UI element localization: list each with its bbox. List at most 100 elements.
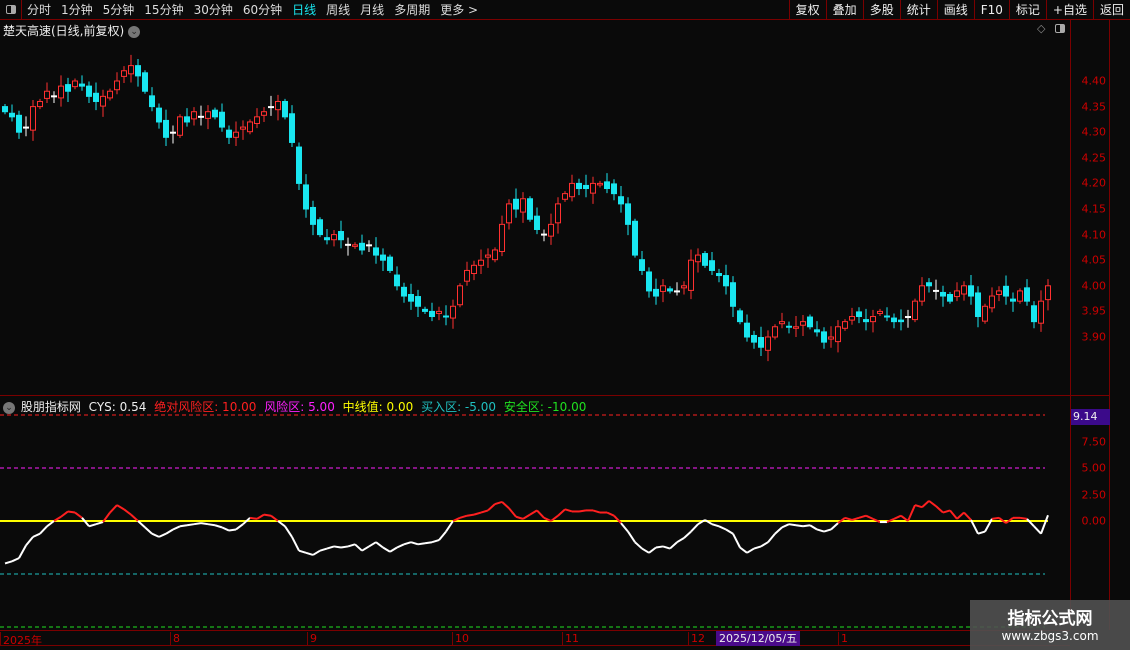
cys-line-segment <box>564 508 573 513</box>
candle-body <box>240 126 246 130</box>
cys-line-segment <box>578 509 587 513</box>
candle-body <box>30 106 36 131</box>
layout-toggle-icon[interactable] <box>0 0 22 20</box>
price-tick: 4.05 <box>1081 253 1107 267</box>
candle-body <box>751 334 757 343</box>
cys-line-segment <box>403 541 412 546</box>
diamond-icon[interactable]: ◇ <box>1037 22 1046 35</box>
cys-line-segment <box>480 509 489 514</box>
tab-6[interactable]: 日线 <box>292 3 317 17</box>
cys-line-segment <box>704 519 713 526</box>
toolbar-button-3[interactable]: 统计 <box>899 0 937 20</box>
candle-body <box>415 296 421 307</box>
indicator-title: ⌄ 股朋指标网 CYS: 0.54 绝对风险区: 10.00 风险区: 5.00… <box>3 398 590 415</box>
tab-8[interactable]: 月线 <box>360 3 385 17</box>
cys-line-segment <box>375 541 384 549</box>
selected-date: 2025/12/05/五 <box>716 631 801 646</box>
cys-line-segment <box>900 514 909 522</box>
cys-line-segment <box>424 541 433 545</box>
cys-line-segment <box>725 528 734 535</box>
cys-line-segment <box>718 525 727 531</box>
candle-body <box>345 243 351 246</box>
tab-0[interactable]: 分时 <box>27 3 52 17</box>
cys-line-segment <box>886 517 895 523</box>
cys-line-segment <box>445 520 454 533</box>
tab-1[interactable]: 1分钟 <box>61 3 93 17</box>
cys-line-segment <box>914 504 923 509</box>
toolbar-button-6[interactable]: 标记 <box>1008 0 1046 20</box>
tab-3[interactable]: 15分钟 <box>144 3 184 17</box>
cys-line-segment <box>683 530 692 539</box>
toolbar-button-2[interactable]: 多股 <box>862 0 900 20</box>
cys-line-segment <box>67 510 76 514</box>
tab-7[interactable]: 周线 <box>326 3 351 17</box>
cys-line-segment <box>536 509 545 519</box>
cys-line-segment <box>46 520 55 528</box>
candle-body <box>583 184 589 190</box>
candle-body <box>254 116 260 124</box>
candle-body <box>247 121 253 133</box>
candle-body <box>499 223 505 252</box>
watermark: 指标公式网 www.zbgs3.com <box>970 600 1130 650</box>
cys-line-segment <box>655 545 664 549</box>
candlestick-chart[interactable] <box>0 0 1070 630</box>
cys-line-segment <box>1005 517 1014 524</box>
candle-body <box>79 83 85 87</box>
toolbar-button-0[interactable]: 复权 <box>788 0 826 20</box>
cys-line-segment <box>809 524 818 531</box>
cys-line-segment <box>676 537 685 544</box>
chevron-down-icon[interactable]: ⌄ <box>3 401 15 414</box>
cys-line-segment <box>39 525 48 535</box>
candle-body <box>212 109 218 118</box>
candle-body <box>856 311 862 318</box>
candle-body <box>1045 285 1051 301</box>
cys-line-segment <box>102 511 111 523</box>
candle-body <box>401 286 407 297</box>
candle-body <box>954 290 960 298</box>
cys-line-segment <box>32 532 41 538</box>
chevron-down-icon[interactable]: ⌄ <box>128 25 141 38</box>
cys-line-segment <box>697 519 706 526</box>
candle-body <box>996 290 1002 296</box>
candle-body <box>842 321 848 329</box>
candle-body <box>926 282 932 287</box>
cys-line-segment <box>774 526 783 535</box>
candle-body <box>905 316 911 319</box>
risk-label: 风险区: 5.00 <box>264 400 335 414</box>
cys-line-segment <box>851 516 860 521</box>
candle-body <box>758 337 764 348</box>
panel-toggle-icon[interactable] <box>1055 24 1065 33</box>
tab-5[interactable]: 60分钟 <box>242 3 283 17</box>
candle-body <box>352 244 358 247</box>
cys-line-segment <box>74 511 83 519</box>
toolbar-button-4[interactable]: 画线 <box>936 0 974 20</box>
candle-body <box>653 288 659 297</box>
toolbar-button-8[interactable]: 返回 <box>1092 0 1130 20</box>
candle-body <box>485 254 491 258</box>
candle-body <box>65 84 71 92</box>
cys-line-segment <box>410 541 419 546</box>
cys-line-segment <box>256 513 265 520</box>
candle-body <box>226 129 232 138</box>
toolbar-button-7[interactable]: +自选 <box>1045 0 1093 20</box>
cys-line-segment <box>753 545 762 550</box>
tab-9[interactable]: 多周期 <box>394 3 431 17</box>
candle-body <box>135 65 141 77</box>
candle-body <box>898 319 904 323</box>
toolbar-button-1[interactable]: 叠加 <box>825 0 863 20</box>
watermark-url: www.zbgs3.com <box>1001 629 1099 643</box>
indicator-tick: 7.50 <box>1081 435 1107 448</box>
cys-line-segment <box>739 546 748 554</box>
tab-10[interactable]: 更多 > <box>440 3 479 17</box>
cys-line-segment <box>998 517 1007 524</box>
cys-line-segment <box>830 522 839 531</box>
toolbar-button-5[interactable]: F10 <box>973 0 1009 20</box>
cys-line-segment <box>298 549 307 554</box>
tab-4[interactable]: 30分钟 <box>193 3 233 17</box>
candle-body <box>660 285 666 292</box>
cys-line-segment <box>522 513 531 520</box>
tab-2[interactable]: 5分钟 <box>102 3 135 17</box>
watermark-title: 指标公式网 <box>1007 609 1093 629</box>
cys-line-segment <box>942 509 951 514</box>
panel-divider[interactable] <box>0 395 1110 396</box>
